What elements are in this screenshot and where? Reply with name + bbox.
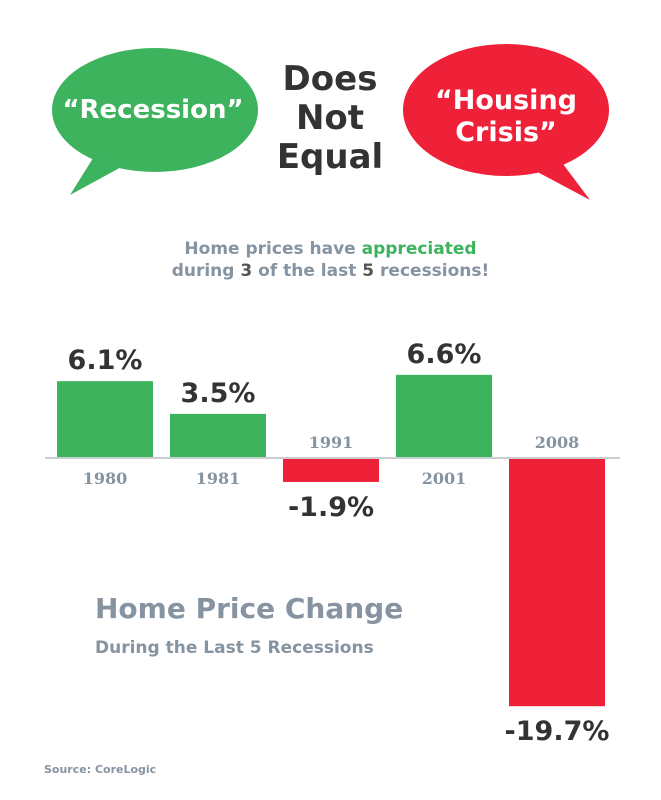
bar-2001 — [396, 374, 492, 458]
headline-part3: of the last — [258, 261, 357, 281]
value-label-1991: -1.9% — [288, 492, 374, 523]
bars-group — [57, 374, 605, 707]
headline-line1: Home prices have appreciated — [0, 238, 661, 260]
middle-text: Does Not Equal — [270, 60, 390, 177]
right-bubble-line1: “Housing — [435, 85, 577, 116]
right-bubble-text: “Housing Crisis” — [412, 85, 600, 149]
value-label-2001: 6.6% — [407, 339, 482, 370]
middle-line1: Does — [282, 59, 378, 99]
labels-group: 1980 6.1% 1981 3.5% 1991 -1.9% 2001 6.6% 2008 -19… — [68, 339, 610, 747]
value-label-2008: -19.7% — [505, 716, 610, 747]
headline-part2: during — [171, 261, 235, 281]
middle-line2: Not — [295, 98, 365, 138]
headline-total: 5 — [362, 261, 375, 281]
category-label-1981: 1981 — [196, 469, 241, 488]
category-label-1980: 1980 — [83, 469, 128, 488]
bar-1981 — [170, 413, 266, 458]
bar-2008 — [509, 458, 605, 707]
speech-bubbles — [52, 44, 609, 200]
value-label-1981: 3.5% — [181, 378, 256, 409]
headline-line2: during 3 of the last 5 recessions! — [0, 260, 661, 282]
category-label-2001: 2001 — [422, 469, 467, 488]
headline-highlight: appreciated — [361, 239, 477, 259]
headline: Home prices have appreciated during 3 of… — [0, 238, 661, 282]
source-note: Source: CoreLogic — [44, 763, 157, 776]
bar-chart: 1980 6.1% 1981 3.5% 1991 -1.9% 2001 6.6% 2008 -19… — [45, 339, 620, 747]
chart-subtitle: During the Last 5 Recessions — [95, 638, 374, 658]
value-label-1980: 6.1% — [68, 345, 143, 376]
header-graphic: “Recession” “Housing Crisis” Does Not Eq… — [0, 0, 661, 240]
bar-1980 — [57, 381, 153, 458]
left-bubble-text: “Recession” — [62, 95, 244, 125]
left-speech-bubble-icon — [52, 48, 258, 195]
headline-part1: Home prices have — [184, 239, 356, 259]
right-bubble-line2: Crisis” — [455, 117, 557, 148]
category-label-1991: 1991 — [309, 433, 354, 452]
category-label-2008: 2008 — [535, 433, 580, 452]
right-speech-bubble-icon — [403, 44, 609, 200]
bar-1991 — [283, 458, 379, 482]
chart-title: Home Price Change — [95, 592, 404, 625]
middle-line3: Equal — [276, 137, 384, 177]
headline-part4: recessions! — [380, 261, 490, 281]
headline-count: 3 — [240, 261, 253, 281]
